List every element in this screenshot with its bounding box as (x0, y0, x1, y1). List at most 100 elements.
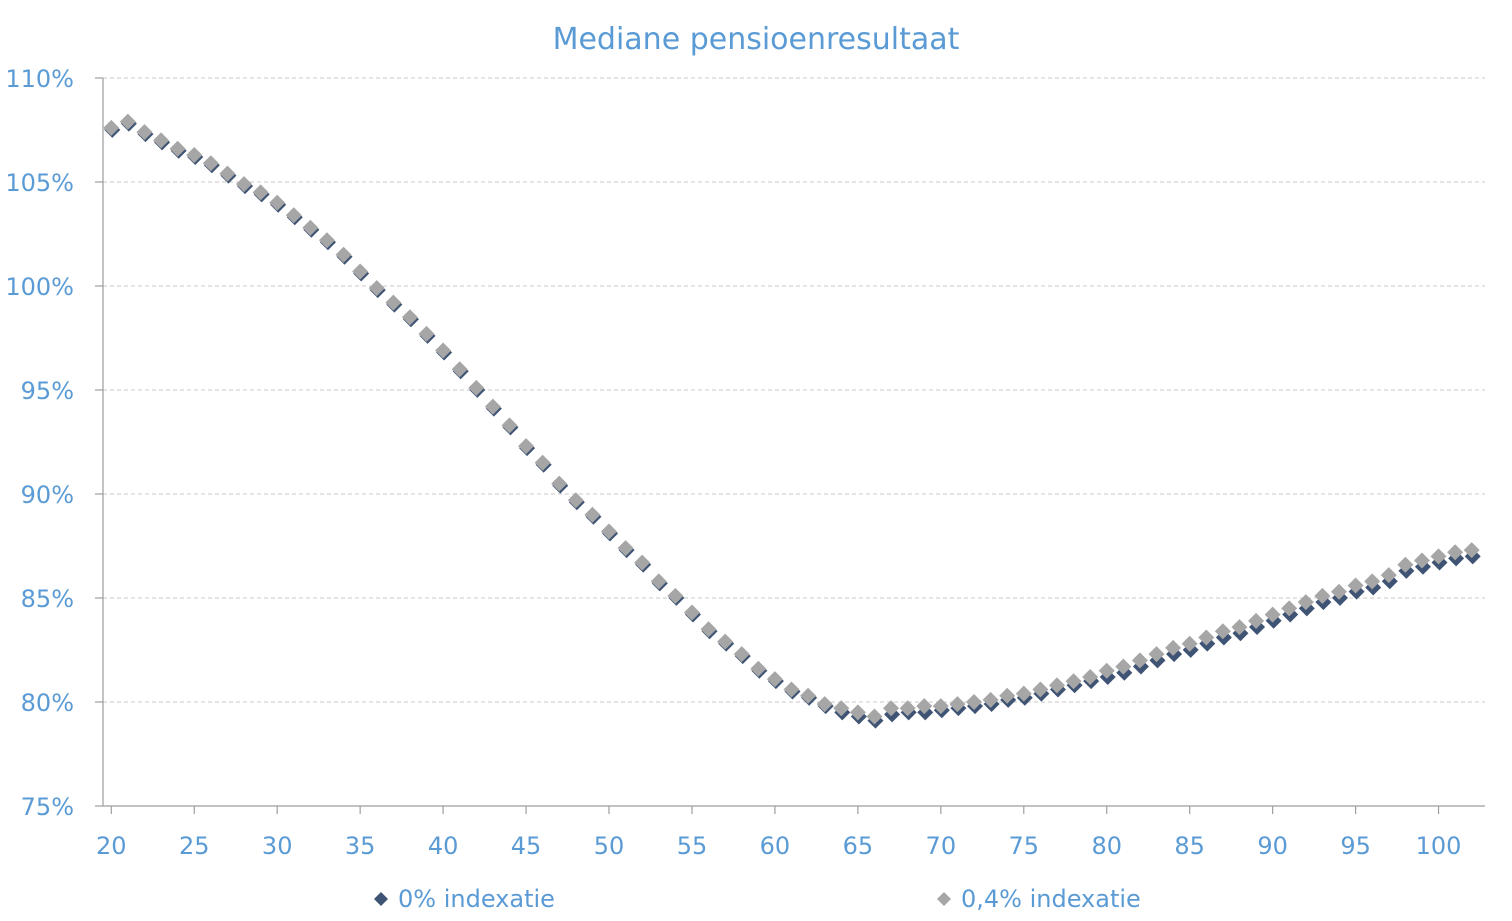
x-tick-label-95: 95 (1340, 832, 1371, 860)
point-series1-x70 (932, 698, 949, 715)
chart-title: Mediane pensioenresultaat (553, 22, 960, 57)
point-series1-x79 (1082, 669, 1099, 686)
point-series1-x26 (202, 155, 219, 172)
point-series1-x22 (136, 124, 153, 141)
point-series1-x78 (1065, 673, 1082, 690)
point-series1-x61 (783, 681, 800, 698)
point-series1-x33 (318, 232, 335, 249)
point-series1-x99 (1413, 552, 1430, 569)
point-series1-x25 (186, 146, 203, 163)
point-series1-x75 (1015, 685, 1032, 702)
point-series1-x20 (103, 119, 120, 136)
y-axis-tick-labels: 75% 80% 85% 90% 95% 100% 105% 110% (5, 65, 74, 821)
x-tick-label-80: 80 (1091, 832, 1122, 860)
x-tick-label-40: 40 (428, 832, 459, 860)
point-series1-x40 (435, 342, 452, 359)
point-series1-x50 (601, 523, 618, 540)
point-series1-x32 (302, 219, 319, 236)
point-series1-x46 (534, 454, 551, 471)
axes (95, 77, 1485, 814)
point-series1-x47 (551, 475, 568, 492)
y-tick-label-95: 95% (21, 377, 74, 405)
point-series1-x27 (219, 165, 236, 182)
point-series1-x86 (1198, 629, 1215, 646)
point-series1-x72 (966, 694, 983, 710)
point-series1-x66 (866, 708, 883, 725)
point-series1-x58 (733, 646, 750, 663)
data-series (103, 113, 1481, 729)
point-series1-x36 (368, 280, 385, 297)
x-tick-label-90: 90 (1257, 832, 1288, 860)
x-tick-label-20: 20 (96, 832, 127, 860)
y-tick-label-100: 100% (5, 273, 74, 301)
point-series1-x94 (1331, 583, 1348, 600)
point-series1-x30 (269, 194, 286, 211)
point-series1-x74 (999, 687, 1016, 704)
point-series1-x57 (717, 633, 734, 650)
point-series1-x92 (1297, 594, 1314, 611)
point-series1-x84 (1165, 639, 1182, 656)
point-series1-x59 (750, 660, 767, 677)
point-series1-x49 (584, 506, 601, 523)
point-series1-x38 (401, 309, 418, 326)
y-tick-label-80: 80% (21, 689, 74, 717)
point-series1-x24 (169, 140, 186, 157)
point-series1-x43 (484, 398, 501, 415)
x-axis-tick-labels: 20 25 30 35 40 45 50 55 60 65 70 75 80 85 90 95 100 (96, 832, 1461, 860)
point-series1-x91 (1281, 600, 1298, 617)
y-tick-label-75: 75% (21, 793, 74, 821)
legend: 0% indexatie 0,4% indexatie (374, 885, 1141, 913)
point-series1-x62 (800, 687, 817, 704)
series-0-4-indexatie (103, 113, 1480, 725)
point-series1-x55 (683, 604, 700, 621)
point-series1-x51 (617, 540, 634, 557)
point-series1-x100 (1430, 548, 1447, 565)
point-series1-x34 (335, 246, 352, 263)
legend-marker-0-indexatie (374, 892, 388, 906)
point-series1-x93 (1314, 587, 1331, 604)
point-series1-x23 (153, 132, 170, 149)
point-series1-x42 (468, 379, 485, 396)
point-series1-x95 (1347, 577, 1364, 594)
point-series1-x71 (949, 696, 966, 713)
point-series1-x39 (418, 325, 435, 342)
x-tick-label-85: 85 (1174, 832, 1205, 860)
point-series1-x88 (1231, 619, 1248, 636)
point-series1-x41 (451, 361, 468, 378)
series-0-indexatie (104, 115, 1481, 729)
y-tick-label-110: 110% (5, 65, 74, 93)
x-tick-label-30: 30 (262, 832, 293, 860)
legend-entry-0-indexatie: 0% indexatie (374, 885, 555, 913)
point-series1-x60 (766, 671, 783, 688)
point-series1-x81 (1115, 658, 1132, 675)
x-tick-label-35: 35 (345, 832, 376, 860)
point-series1-x69 (916, 698, 933, 715)
x-tick-label-100: 100 (1416, 832, 1462, 860)
point-series1-x102 (1463, 542, 1480, 559)
point-series1-x52 (634, 554, 651, 571)
point-series1-x101 (1447, 544, 1464, 561)
point-series1-x85 (1181, 635, 1198, 652)
point-series1-x90 (1264, 606, 1281, 623)
point-series1-x31 (285, 207, 302, 224)
point-series1-x65 (849, 704, 866, 721)
x-tick-label-25: 25 (179, 832, 210, 860)
point-series1-x76 (1032, 681, 1049, 698)
x-tick-label-60: 60 (760, 832, 791, 860)
point-series1-x45 (518, 438, 535, 455)
legend-marker-0-4-indexatie (937, 892, 951, 906)
x-tick-label-65: 65 (843, 832, 874, 860)
legend-label-0-indexatie: 0% indexatie (398, 885, 555, 913)
point-series1-x64 (833, 700, 850, 717)
x-tick-label-75: 75 (1009, 832, 1040, 860)
point-series1-x77 (1048, 677, 1065, 694)
legend-label-0-4-indexatie: 0,4% indexatie (961, 885, 1141, 913)
x-tick-label-50: 50 (594, 832, 625, 860)
gridlines (103, 77, 1485, 703)
point-series1-x56 (700, 621, 717, 638)
point-series1-x80 (1098, 662, 1115, 679)
point-series1-x48 (567, 492, 584, 509)
point-series1-x35 (352, 263, 369, 280)
point-series1-x37 (385, 294, 402, 311)
